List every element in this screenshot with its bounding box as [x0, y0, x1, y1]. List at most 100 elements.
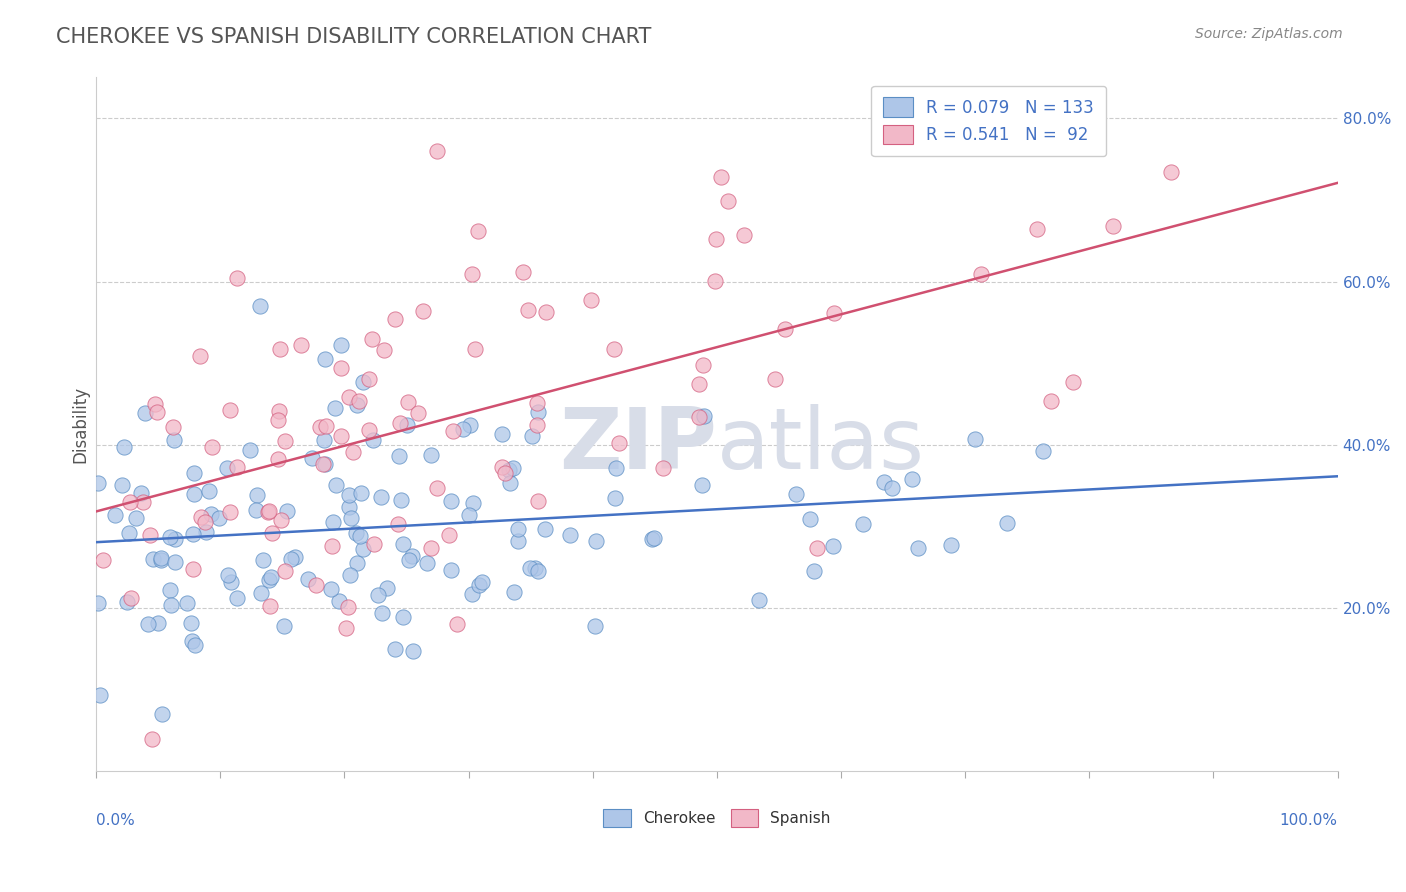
- Point: [190, 510, 212, 524]
- Point: [180, 634, 202, 648]
- Point: [150, 551, 173, 566]
- Point: [873, 475, 896, 489]
- Point: [183, 466, 205, 480]
- Point: [165, 555, 187, 569]
- Point: [384, 642, 406, 657]
- Point: [149, 553, 172, 567]
- Point: [162, 419, 184, 434]
- Point: [651, 461, 673, 475]
- Point: [226, 271, 249, 285]
- Point: [325, 478, 347, 492]
- Point: [246, 488, 269, 502]
- Point: [352, 541, 374, 556]
- Point: [524, 560, 547, 574]
- Point: [340, 510, 363, 524]
- Y-axis label: Disability: Disability: [72, 386, 89, 463]
- Point: [120, 591, 142, 606]
- Point: [688, 410, 710, 425]
- Point: [499, 475, 522, 490]
- Point: [692, 358, 714, 372]
- Point: [217, 461, 239, 475]
- Point: [970, 267, 993, 281]
- Point: [350, 486, 373, 500]
- Point: [823, 306, 845, 320]
- Point: [330, 429, 353, 443]
- Point: [346, 398, 368, 412]
- Point: [273, 564, 295, 578]
- Point: [401, 549, 423, 564]
- Point: [250, 586, 273, 600]
- Point: [256, 505, 278, 519]
- Legend: Cherokee, Spanish: Cherokee, Spanish: [598, 803, 837, 833]
- Point: [176, 596, 198, 610]
- Point: [373, 343, 395, 358]
- Point: [603, 491, 626, 505]
- Point: [387, 516, 409, 531]
- Point: [533, 522, 555, 536]
- Point: [143, 397, 166, 411]
- Point: [315, 419, 337, 434]
- Point: [260, 526, 283, 541]
- Point: [219, 506, 242, 520]
- Point: [402, 643, 425, 657]
- Point: [498, 463, 520, 477]
- Point: [344, 526, 367, 541]
- Point: [339, 500, 361, 514]
- Point: [131, 494, 153, 508]
- Point: [323, 401, 346, 415]
- Point: [312, 433, 335, 447]
- Point: [221, 574, 243, 589]
- Point: [461, 496, 484, 510]
- Point: [146, 616, 169, 631]
- Text: 0.0%: 0.0%: [96, 813, 135, 828]
- Point: [517, 302, 540, 317]
- Point: [111, 478, 134, 492]
- Point: [471, 574, 494, 589]
- Point: [506, 522, 529, 536]
- Point: [181, 562, 204, 576]
- Point: [1062, 375, 1084, 389]
- Point: [139, 528, 162, 542]
- Point: [259, 599, 281, 614]
- Point: [183, 487, 205, 501]
- Point: [181, 526, 204, 541]
- Point: [226, 591, 249, 605]
- Point: [467, 224, 489, 238]
- Point: [118, 495, 141, 509]
- Point: [225, 459, 247, 474]
- Point: [87, 476, 110, 491]
- Point: [458, 508, 481, 523]
- Point: [314, 457, 336, 471]
- Point: [305, 578, 328, 592]
- Point: [280, 551, 302, 566]
- Point: [269, 342, 291, 356]
- Point: [907, 541, 929, 555]
- Point: [217, 568, 239, 582]
- Point: [314, 351, 336, 366]
- Point: [163, 433, 186, 447]
- Point: [704, 232, 727, 246]
- Point: [412, 304, 434, 318]
- Point: [337, 599, 360, 614]
- Point: [806, 541, 828, 555]
- Point: [690, 478, 713, 492]
- Point: [494, 466, 516, 480]
- Point: [440, 494, 463, 508]
- Point: [159, 530, 181, 544]
- Point: [1026, 222, 1049, 236]
- Point: [339, 568, 361, 582]
- Point: [301, 450, 323, 465]
- Point: [460, 268, 482, 282]
- Point: [363, 537, 385, 551]
- Point: [129, 486, 152, 500]
- Point: [370, 606, 392, 620]
- Text: 100.0%: 100.0%: [1279, 813, 1337, 828]
- Point: [491, 459, 513, 474]
- Point: [267, 404, 290, 418]
- Point: [118, 526, 141, 541]
- Point: [441, 424, 464, 438]
- Point: [512, 265, 534, 279]
- Point: [526, 418, 548, 433]
- Point: [91, 553, 114, 567]
- Point: [260, 570, 283, 584]
